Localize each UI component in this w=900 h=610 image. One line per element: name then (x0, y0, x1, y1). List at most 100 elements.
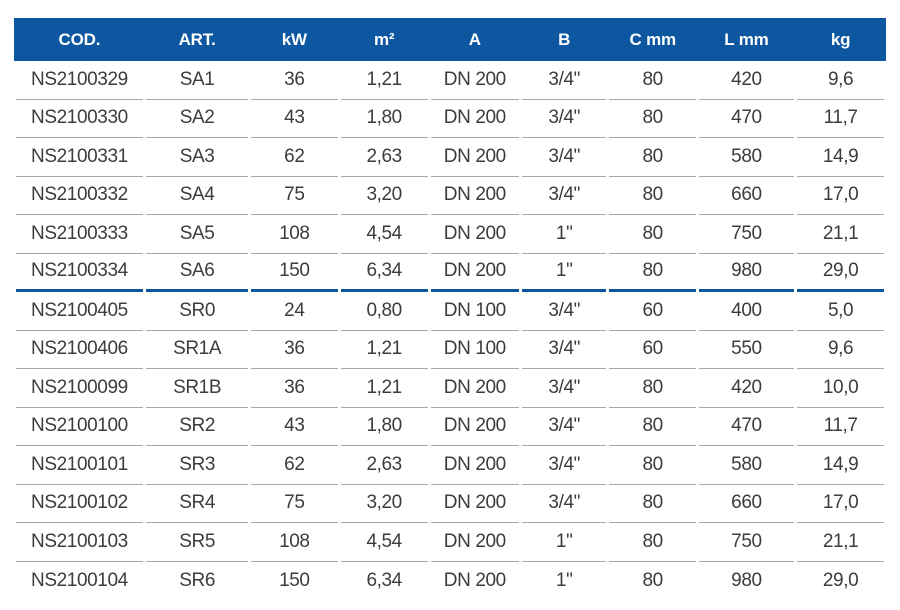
cell-a: DN 200 (430, 446, 520, 485)
cell-kg: 5,0 (796, 292, 885, 331)
column-header-c-mm: C mm (629, 29, 676, 49)
cell-m2: 3,20 (340, 485, 428, 523)
cell-c-mm: 80 (609, 177, 697, 215)
cell-b: 1" (522, 254, 607, 292)
cell-c-mm: 80 (609, 61, 697, 100)
cell-b: 3/4" (522, 100, 607, 138)
cell-art: SA5 (146, 215, 248, 254)
table-header-row: COD. ART. kW m² A B C mm L mm kg (14, 18, 886, 61)
column-header-b: B (558, 29, 571, 49)
cell-l-mm: 750 (699, 215, 794, 254)
cell-kg: 17,0 (796, 177, 885, 215)
cell-kw: 150 (279, 569, 310, 591)
table-row: NS2100405 SR0 24 0,80 DN 100 3/4" 60 400 5,0 (14, 292, 886, 331)
cell-art: SR3 (146, 446, 248, 485)
cell-kw: 36 (250, 61, 338, 100)
cell-kw: 24 (250, 292, 338, 331)
table-row: NS2100333 SA5 108 4,54 DN 200 1" 80 750 21,1 (14, 215, 886, 254)
cell-a: DN 200 (430, 177, 520, 215)
cell-l-mm: 420 (699, 369, 794, 408)
cell-kg: 9,6 (796, 61, 885, 100)
cell-cod: NS2100332 (15, 177, 144, 215)
table-row: NS2100330 SA2 43 1,80 DN 200 3/4" 80 470 11,7 (14, 100, 886, 138)
cell-l-mm: 580 (699, 446, 794, 485)
cell-kw: 75 (250, 177, 338, 215)
cell-c-mm: 80 (609, 138, 697, 177)
column-header-art: ART. (178, 29, 216, 49)
cell-l-mm: 580 (699, 138, 794, 177)
cell-art: SA1 (146, 61, 248, 100)
cell-l-mm: 980 (731, 569, 762, 591)
cell-a: DN 200 (430, 523, 520, 562)
cell-m2: 1,21 (340, 61, 428, 100)
cell-kg: 21,1 (796, 215, 885, 254)
cell-cod: NS2100333 (15, 215, 144, 254)
cell-c-mm: 60 (609, 331, 697, 369)
cell-m2: 3,20 (340, 177, 428, 215)
cell-kg: 21,1 (796, 523, 885, 562)
cell-c-mm: 80 (609, 369, 697, 408)
cell-kw: 36 (250, 331, 338, 369)
cell-b: 1" (555, 569, 573, 591)
table-row: NS2100101 SR3 62 2,63 DN 200 3/4" 80 580 14,9 (14, 446, 886, 485)
cell-m2: 1,80 (340, 408, 428, 446)
cell-cod: NS2100329 (15, 61, 144, 100)
cell-kg: 14,9 (796, 138, 885, 177)
cell-kg: 11,7 (796, 408, 885, 446)
cell-c-mm: 60 (609, 292, 697, 331)
cell-kg: 11,7 (796, 100, 885, 138)
cell-l-mm: 660 (699, 485, 794, 523)
cell-kg: 9,6 (796, 331, 885, 369)
cell-l-mm: 750 (699, 523, 794, 562)
table-row: NS2100332 SA4 75 3,20 DN 200 3/4" 80 660 17,0 (14, 177, 886, 215)
table-row: NS2100102 SR4 75 3,20 DN 200 3/4" 80 660 17,0 (14, 485, 886, 523)
cell-cod: NS2100099 (15, 369, 144, 408)
cell-kg: 14,9 (796, 446, 885, 485)
table-row: NS2100100 SR2 43 1,80 DN 200 3/4" 80 470 11,7 (14, 408, 886, 446)
cell-b: 3/4" (522, 138, 607, 177)
cell-kw: 62 (250, 138, 338, 177)
cell-c-mm: 80 (609, 215, 697, 254)
cell-kg: 29,0 (796, 254, 885, 292)
cell-m2: 2,63 (340, 446, 428, 485)
cell-a: DN 100 (430, 331, 520, 369)
cell-cod: NS2100102 (15, 485, 144, 523)
cell-a: DN 200 (430, 369, 520, 408)
cell-b: 3/4" (522, 177, 607, 215)
cell-art: SA3 (146, 138, 248, 177)
cell-kw: 43 (250, 408, 338, 446)
cell-a: DN 200 (430, 100, 520, 138)
cell-b: 3/4" (522, 446, 607, 485)
cell-m2: 0,80 (340, 292, 428, 331)
cell-art: SR1A (146, 331, 248, 369)
cell-l-mm: 400 (699, 292, 794, 331)
cell-kw: 36 (250, 369, 338, 408)
cell-m2: 4,54 (340, 215, 428, 254)
cell-c-mm: 80 (609, 485, 697, 523)
cell-a: DN 200 (430, 485, 520, 523)
cell-l-mm: 660 (699, 177, 794, 215)
cell-kw: 108 (250, 215, 338, 254)
cell-a: DN 200 (430, 408, 520, 446)
cell-b: 1" (522, 215, 607, 254)
cell-art: SA2 (146, 100, 248, 138)
cell-a: DN 200 (430, 61, 520, 100)
cell-c-mm: 80 (609, 408, 697, 446)
cell-cod: NS2100104 (31, 569, 128, 591)
cell-b: 3/4" (522, 331, 607, 369)
cell-l-mm: 420 (699, 61, 794, 100)
cell-kw: 75 (250, 485, 338, 523)
table-row: NS2100099 SR1B 36 1,21 DN 200 3/4" 80 420 10,0 (14, 369, 886, 408)
cell-cod: NS2100101 (15, 446, 144, 485)
cell-cod: NS2100100 (15, 408, 144, 446)
cell-kw: 43 (250, 100, 338, 138)
cell-b: 3/4" (522, 408, 607, 446)
cell-c-mm: 80 (642, 569, 664, 591)
cell-a: DN 200 (430, 138, 520, 177)
cell-m2: 1,80 (340, 100, 428, 138)
cell-art: SA4 (146, 177, 248, 215)
cell-b: 3/4" (522, 485, 607, 523)
cell-a: DN 200 (443, 569, 506, 591)
cell-l-mm: 470 (699, 100, 794, 138)
cell-art: SR6 (179, 569, 215, 591)
